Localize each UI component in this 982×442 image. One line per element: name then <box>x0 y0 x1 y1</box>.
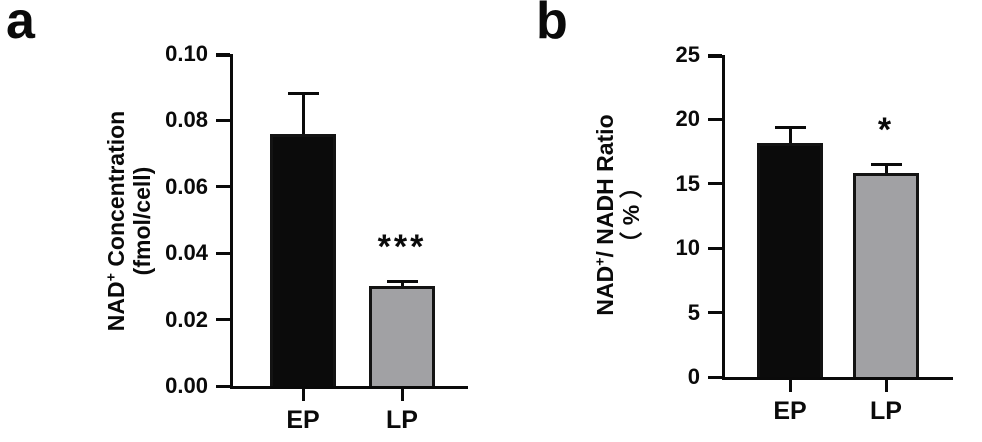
y-tick-label: 5 <box>687 299 700 325</box>
x-category-label: EP <box>773 397 807 425</box>
y-axis-line <box>722 55 725 380</box>
y-tick-label: 0 <box>687 364 700 389</box>
error-bar-cap <box>870 162 902 166</box>
x-tick <box>788 380 792 392</box>
error-bar-cap <box>774 125 806 129</box>
error-bar-stem <box>788 127 792 143</box>
bar-EP <box>270 133 336 389</box>
x-axis-line <box>230 386 468 389</box>
y-tick <box>216 118 230 122</box>
y-axis-top-tick <box>216 53 230 57</box>
y-tick-label: 0.06 <box>165 173 208 199</box>
error-bar-cap <box>287 92 319 96</box>
y-tick-label: 0.08 <box>165 107 208 133</box>
y-tick-label: 0.02 <box>165 306 208 332</box>
x-tick <box>884 380 888 392</box>
panel-a: a NAD+ Concentration (fmol/cell) 0.00 0.0… <box>6 0 468 434</box>
y-tick-label: 0.04 <box>165 240 208 266</box>
plot-area-a: 0.00 0.02 0.04 0.06 0.08 0.10 EP LP *** <box>165 41 468 434</box>
x-axis-line <box>722 377 953 380</box>
y-tick <box>708 246 722 250</box>
error-bar-stem <box>400 281 404 287</box>
bar-EP <box>757 142 823 380</box>
significance-marker: * <box>877 111 895 150</box>
panel-letter-a: a <box>6 0 35 50</box>
y-tick-label: 25 <box>675 42 700 67</box>
significance-marker: *** <box>377 228 427 267</box>
y-axis-top-tick <box>708 54 722 58</box>
y-tick-label: 20 <box>675 106 700 132</box>
y-tick-label: 10 <box>675 235 700 261</box>
x-tick <box>400 389 404 401</box>
error-bar-cap <box>386 279 418 283</box>
y-tick-label: 15 <box>675 170 700 196</box>
y-tick-label: 0.00 <box>165 373 208 398</box>
x-category-label: LP <box>386 406 418 434</box>
bar-LP <box>369 286 435 389</box>
y-tick <box>216 251 230 255</box>
error-bar-stem <box>301 93 305 134</box>
y-tick <box>708 311 722 315</box>
panel-b: b NAD+/ NADH Ratio （ % ） 0 5 10 15 20 25 EP LP * <box>491 0 982 442</box>
y-tick-label: 0.10 <box>165 41 208 66</box>
y-tick <box>216 384 230 388</box>
x-tick <box>301 389 305 401</box>
y-tick <box>708 182 722 186</box>
x-category-label: LP <box>870 397 902 425</box>
y-tick <box>216 318 230 322</box>
y-axis-line <box>230 54 233 389</box>
plot-area-b: 0 5 10 15 20 25 EP LP * <box>491 0 982 442</box>
panel-letter-b: b <box>536 0 568 50</box>
y-tick <box>216 185 230 189</box>
y-tick <box>708 117 722 121</box>
bar-LP <box>853 173 919 380</box>
x-category-label: EP <box>286 406 320 434</box>
y-tick <box>708 375 722 379</box>
error-bar-stem <box>884 164 888 174</box>
